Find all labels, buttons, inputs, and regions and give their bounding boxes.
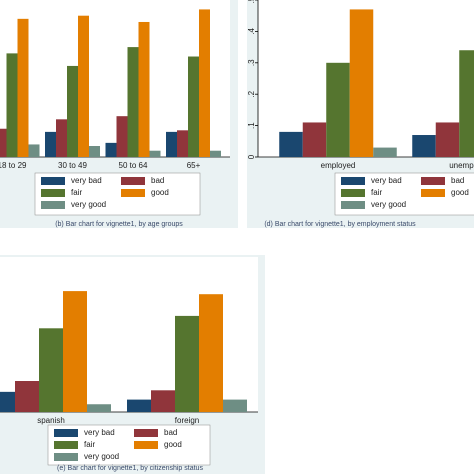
y-tick-label: 0 — [247, 154, 256, 159]
x-tick-label: employed — [321, 161, 356, 170]
bar — [151, 390, 175, 412]
legend-swatch — [134, 429, 158, 437]
bar — [373, 147, 397, 157]
legend-swatch — [121, 189, 145, 197]
legend-label: bad — [451, 176, 464, 185]
bar — [63, 291, 87, 412]
bar — [78, 15, 89, 158]
bar — [302, 122, 327, 157]
legend-label: very good — [71, 200, 106, 209]
legend-label: very bad — [71, 176, 102, 185]
legend-swatch — [54, 441, 78, 449]
bar — [223, 399, 247, 412]
legend-label: fair — [371, 188, 382, 197]
x-tick-label: unemployed — [449, 161, 474, 170]
y-tick-label: .1 — [247, 122, 256, 129]
bar — [116, 116, 128, 157]
bar — [138, 21, 150, 158]
legend-swatch — [341, 189, 365, 197]
y-tick-label: .3 — [247, 59, 256, 66]
bar — [349, 9, 374, 158]
legend-swatch — [41, 189, 65, 197]
bar — [412, 135, 436, 157]
bar — [177, 130, 188, 157]
panel: 18 to 29 30 to 49 50 to 64 65+ very bad bad fa… — [0, 0, 238, 228]
x-tick-label: 18 to 29 — [0, 161, 27, 170]
bar — [15, 381, 39, 412]
bar — [210, 150, 221, 157]
legend-label: good — [151, 188, 169, 197]
y-tick-label: .2 — [247, 90, 256, 97]
bar — [45, 131, 56, 157]
bar — [149, 150, 161, 157]
bar — [0, 391, 15, 412]
bar — [279, 131, 303, 157]
bar — [39, 328, 63, 412]
bar — [166, 131, 177, 157]
legend-swatch — [134, 441, 158, 449]
legend-label: good — [451, 188, 469, 197]
bar — [17, 18, 29, 158]
x-tick-label: 30 to 49 — [58, 161, 87, 170]
x-tick-label: foreign — [175, 416, 199, 425]
x-tick-label: spanish — [37, 416, 65, 425]
legend-label: fair — [84, 440, 95, 449]
bar — [28, 144, 40, 157]
bar — [459, 50, 474, 157]
panel: 0 .1 .2 .3 .4 .5 employed unemployed very bad bad… — [247, 0, 474, 228]
legend-label: very good — [371, 200, 406, 209]
legend-swatch — [54, 453, 78, 461]
legend-swatch — [421, 189, 445, 197]
legend-label: very bad — [371, 176, 402, 185]
bar — [199, 9, 210, 158]
bar — [105, 142, 117, 157]
bar — [6, 53, 18, 157]
bar — [127, 399, 151, 412]
legend-swatch — [41, 177, 65, 185]
legend-swatch — [54, 429, 78, 437]
legend-label: very good — [84, 452, 119, 461]
bar — [87, 404, 111, 412]
legend-label: bad — [164, 428, 177, 437]
bar — [127, 47, 139, 157]
x-tick-label: 65+ — [187, 161, 201, 170]
bar — [0, 128, 7, 157]
legend-label: bad — [151, 176, 164, 185]
legend-label: very bad — [84, 428, 115, 437]
legend-swatch — [121, 177, 145, 185]
legend-label: good — [164, 440, 182, 449]
bar — [435, 122, 460, 157]
bar — [188, 56, 199, 157]
caption: (b) Bar chart for vignette1, by age grou… — [55, 221, 183, 228]
caption: (e) Bar chart for vignette1, by citizens… — [57, 465, 203, 472]
panel: spanish foreign very bad bad fair good very go… — [0, 255, 265, 474]
legend-swatch — [341, 201, 365, 209]
legend-swatch — [341, 177, 365, 185]
legend-swatch — [41, 201, 65, 209]
y-tick-label: .5 — [247, 0, 256, 3]
bar — [67, 65, 78, 157]
bar — [56, 119, 67, 157]
bar — [175, 315, 199, 412]
bar — [89, 146, 100, 157]
x-tick-label: 50 to 64 — [119, 161, 148, 170]
legend-swatch — [421, 177, 445, 185]
legend-label: fair — [71, 188, 82, 197]
y-tick-label: .4 — [247, 28, 256, 35]
bar — [326, 62, 350, 157]
caption: (d) Bar chart for vignette1, by employme… — [264, 221, 416, 228]
bar — [199, 294, 223, 412]
